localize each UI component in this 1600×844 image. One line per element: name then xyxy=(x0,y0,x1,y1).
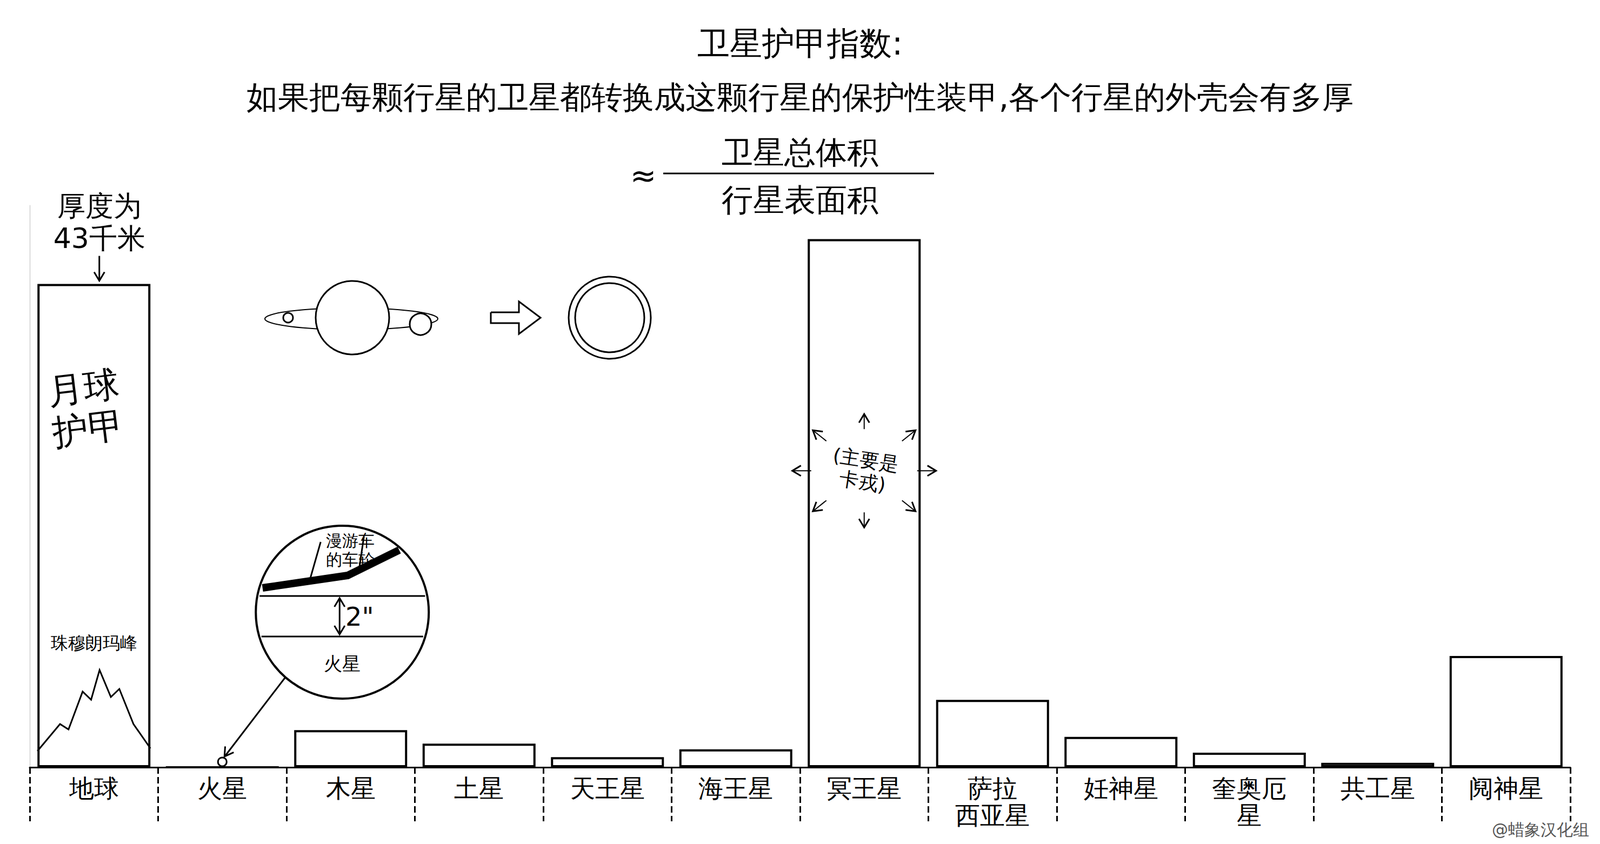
svg-text:漫游车: 漫游车 xyxy=(325,531,375,551)
svg-text:43千米: 43千米 xyxy=(53,222,146,255)
svg-text:月球: 月球 xyxy=(45,363,122,413)
svg-text:妊神星: 妊神星 xyxy=(1083,774,1159,804)
svg-text:天王星: 天王星 xyxy=(570,774,645,804)
svg-text:奎奥厄: 奎奥厄 xyxy=(1211,774,1287,804)
svg-text:(主要是: (主要是 xyxy=(831,444,901,476)
svg-text:冥王星: 冥王星 xyxy=(827,774,902,804)
svg-text:萨拉: 萨拉 xyxy=(967,774,1018,804)
svg-text:火星: 火星 xyxy=(323,652,361,675)
svg-text:@蜡象汉化组: @蜡象汉化组 xyxy=(1491,820,1590,840)
svg-text:厚度为: 厚度为 xyxy=(57,189,142,223)
svg-text:卫星总体积: 卫星总体积 xyxy=(721,134,879,171)
svg-text:如果把每颗行星的卫星都转换成这颗行星的保护性装甲,各个行星的: 如果把每颗行星的卫星都转换成这颗行星的保护性装甲,各个行星的外壳会有多厚 xyxy=(246,78,1354,116)
svg-text:的车轮: 的车轮 xyxy=(325,550,375,570)
svg-text:共工星: 共工星 xyxy=(1340,774,1416,804)
svg-text:木星: 木星 xyxy=(325,774,376,804)
svg-text:卡戎): 卡戎) xyxy=(837,467,888,497)
svg-text:护甲: 护甲 xyxy=(49,403,126,454)
svg-text:土星: 土星 xyxy=(454,774,504,804)
svg-text:≈: ≈ xyxy=(630,157,657,195)
svg-text:卫星护甲指数:: 卫星护甲指数: xyxy=(697,24,903,63)
svg-text:火星: 火星 xyxy=(197,774,248,804)
svg-text:珠穆朗玛峰: 珠穆朗玛峰 xyxy=(50,632,138,654)
svg-text:2": 2" xyxy=(345,601,375,632)
svg-text:地球: 地球 xyxy=(68,774,119,804)
svg-text:行星表面积: 行星表面积 xyxy=(721,181,879,219)
svg-text:阋神星: 阋神星 xyxy=(1468,774,1544,804)
svg-text:海王星: 海王星 xyxy=(698,774,773,804)
svg-text:西亚星: 西亚星 xyxy=(955,801,1030,831)
svg-text:星: 星 xyxy=(1236,801,1262,831)
